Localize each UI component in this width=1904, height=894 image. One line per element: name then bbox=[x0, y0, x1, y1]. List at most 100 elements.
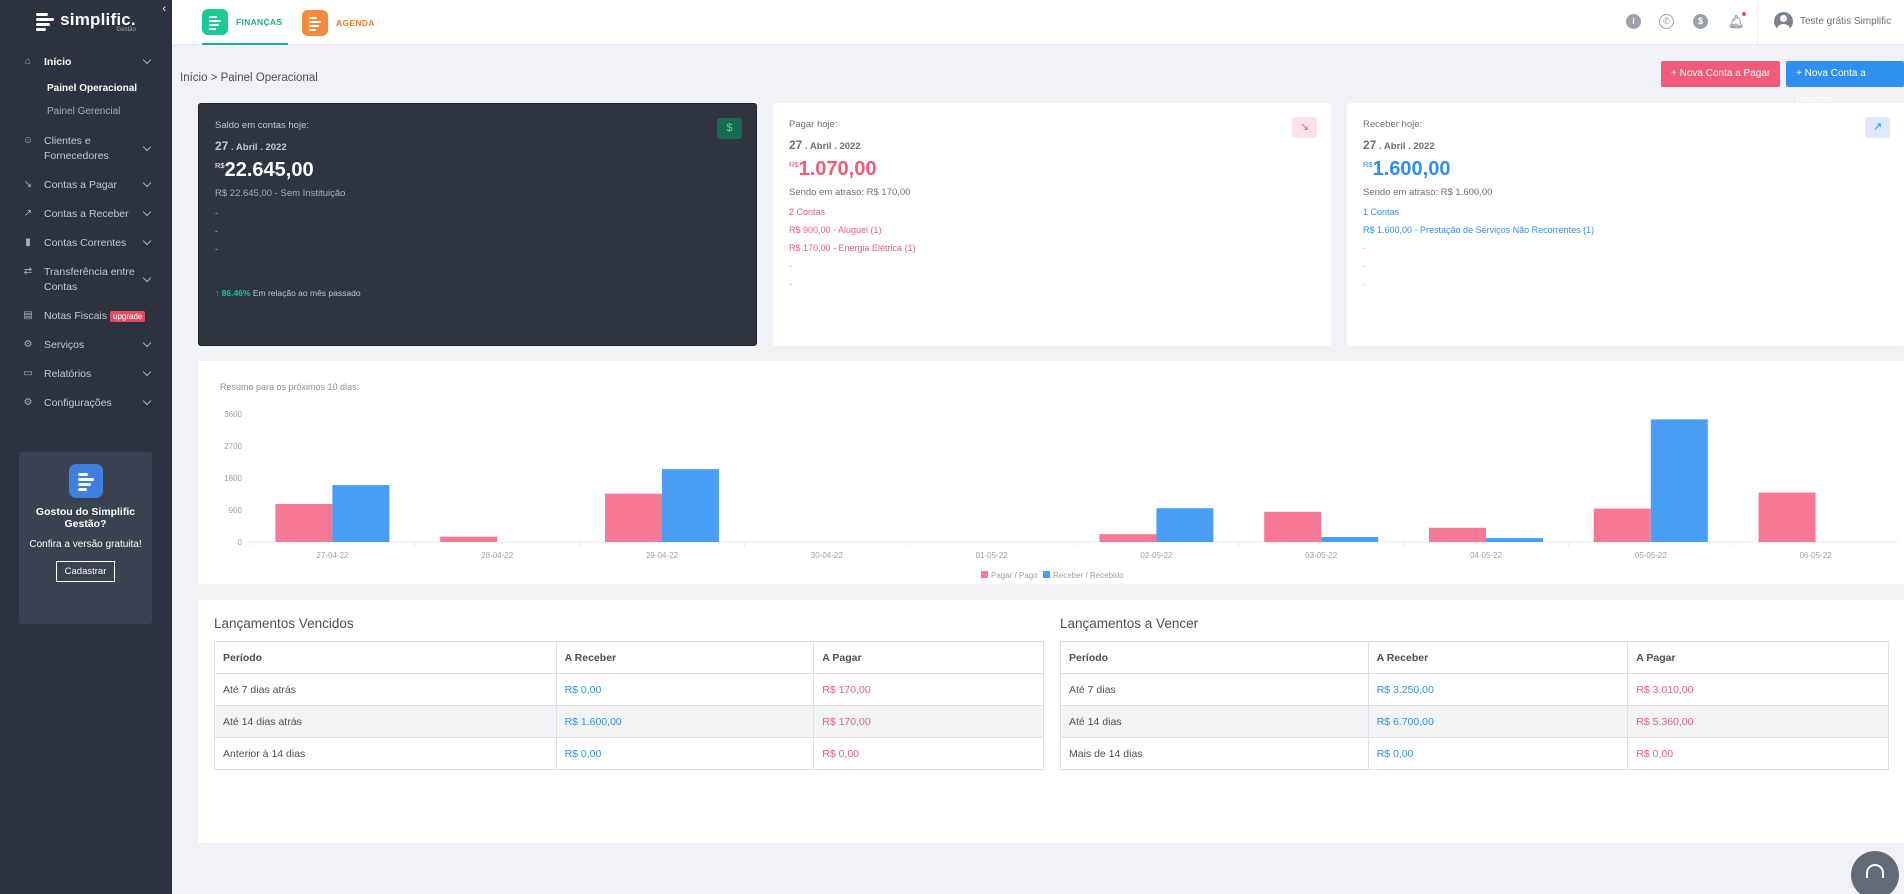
new-receivable-button[interactable]: + Nova Conta a Receber bbox=[1786, 61, 1904, 105]
vencidos-table: Período A Receber A Pagar Até 7 dias atr… bbox=[214, 641, 1044, 770]
x-tick-label: 05-05-22 bbox=[1635, 551, 1668, 560]
a-vencer-table: Período A Receber A Pagar Até 7 dias R$ … bbox=[1060, 641, 1889, 770]
tables-card: Lançamentos Vencidos Período A Receber A… bbox=[198, 600, 1904, 843]
pagar-overdue: Sendo em atraso: R$ 170,00 bbox=[789, 187, 911, 198]
period-cell: Mais de 14 dias bbox=[1060, 737, 1369, 770]
financas-app-icon bbox=[202, 8, 228, 35]
sidebar-item-inicio[interactable]: ⌂ Início bbox=[0, 48, 172, 77]
pagar-cell[interactable]: R$ 0,00 bbox=[813, 737, 1044, 770]
legend-swatch bbox=[1043, 571, 1050, 578]
sidebar-item-configuracoes[interactable]: ⚙ Configurações bbox=[0, 389, 172, 418]
trend-down-icon: ↘ bbox=[1292, 117, 1317, 138]
card-date: 27 . Abril . 2022 bbox=[1363, 138, 1435, 152]
a-vencer-title: Lançamentos a Vencer bbox=[1060, 616, 1199, 631]
dollar-icon[interactable]: $ bbox=[1693, 14, 1708, 29]
new-payable-button[interactable]: + Nova Conta a Pagar bbox=[1661, 61, 1781, 87]
sidebar-item-clientes[interactable]: ☺ Clientes e Fornecedores bbox=[0, 127, 172, 171]
users-icon: ☺ bbox=[22, 135, 34, 146]
card-line: - bbox=[1363, 243, 1366, 253]
column-header: Período bbox=[214, 641, 557, 674]
sidebar-item-transferencia[interactable]: ⇄ Transferência entre Contas bbox=[0, 258, 172, 302]
promo-box: Gostou do Simplific Gestão? Confira a ve… bbox=[19, 452, 152, 624]
sidebar-item-servicos[interactable]: ⚙ Serviços bbox=[0, 331, 172, 360]
sidebar-item-label: Configurações bbox=[44, 397, 112, 409]
top-bar: FINANÇAS AGENDA i ✆ $ 🔔︎ Teste grátis Si… bbox=[172, 0, 1904, 45]
pagar-cell[interactable]: R$ 3.010,00 bbox=[1627, 673, 1889, 706]
receber-cell[interactable]: R$ 0,00 bbox=[1367, 737, 1629, 770]
tab-agenda[interactable]: AGENDA bbox=[302, 0, 375, 45]
x-tick-label: 06-05-22 bbox=[1800, 551, 1833, 560]
receber-count[interactable]: 1 Contas bbox=[1363, 207, 1400, 217]
simplific-logo-icon bbox=[36, 12, 55, 31]
sidebar-subitem-painel-operacional[interactable]: Painel Operacional bbox=[47, 83, 138, 94]
receber-amount: R$1.600,00 bbox=[1363, 158, 1451, 180]
upgrade-badge[interactable]: upgrade bbox=[110, 311, 146, 322]
receber-cell[interactable]: R$ 1.600,00 bbox=[555, 705, 815, 738]
sidebar-item-label: Início bbox=[44, 56, 72, 68]
collapse-sidebar-icon[interactable]: ‹ bbox=[162, 3, 166, 15]
pagar-item[interactable]: R$ 900,00 - Aluguel (1) bbox=[789, 225, 882, 235]
sidebar-item-relatorios[interactable]: ▭ Relatórios bbox=[0, 360, 172, 389]
saldo-amount: R$22.645,00 bbox=[215, 159, 314, 181]
tab-financas[interactable]: FINANÇAS bbox=[202, 0, 289, 45]
pagar-cell[interactable]: R$ 170,00 bbox=[813, 705, 1044, 738]
pagar-count[interactable]: 2 Contas bbox=[789, 207, 826, 217]
bar-pagar bbox=[1099, 534, 1157, 542]
chart-card: Resumo para os próximos 10 dias: 0 900 180… bbox=[198, 361, 1904, 584]
sidebar-item-notas-fiscais[interactable]: ▤ Notas Fiscais upgrade bbox=[0, 302, 172, 331]
sidebar-item-label: Relatórios bbox=[44, 368, 92, 380]
bar-chart: 0 900 1800 2700 3600 27-04-22 28-04-22 29-04-22… bbox=[224, 410, 1898, 580]
bar-pagar bbox=[1593, 508, 1651, 542]
x-tick-label: 01-05-22 bbox=[976, 551, 1009, 560]
pagar-cell[interactable]: R$ 170,00 bbox=[813, 673, 1044, 706]
sidebar: simplific. Gestão ‹ ⌂ Início Painel Oper… bbox=[0, 0, 172, 894]
table-header-row: Período A Receber A Pagar bbox=[1060, 641, 1889, 674]
card-line: - bbox=[1363, 261, 1366, 271]
receber-cell[interactable]: R$ 0,00 bbox=[555, 673, 815, 706]
y-tick-label: 0 bbox=[238, 538, 243, 547]
receber-cell[interactable]: R$ 0,00 bbox=[555, 737, 815, 770]
card-line: - bbox=[789, 261, 792, 271]
pagar-cell[interactable]: R$ 0,00 bbox=[1627, 737, 1889, 770]
bar-receber bbox=[1321, 537, 1379, 542]
x-tick-label: 30-04-22 bbox=[811, 551, 844, 560]
brand-logo[interactable]: simplific. Gestão bbox=[0, 0, 172, 42]
info-icon[interactable]: i bbox=[1626, 14, 1641, 29]
column-header: A Receber bbox=[1367, 641, 1629, 674]
legend-swatch bbox=[981, 571, 988, 578]
saldo-detail: R$ 22.645,00 - Sem Instituição bbox=[215, 188, 346, 199]
sidebar-item-contas-receber[interactable]: ↗ Contas a Receber bbox=[0, 200, 172, 229]
table-header-row: Período A Receber A Pagar bbox=[214, 641, 1044, 674]
receber-cell[interactable]: R$ 3.250,00 bbox=[1367, 673, 1629, 706]
bar-receber bbox=[1486, 538, 1543, 542]
pagar-cell[interactable]: R$ 5.360,00 bbox=[1627, 705, 1889, 738]
sidebar-subitem-painel-gerencial[interactable]: Painel Gerencial bbox=[47, 106, 121, 117]
trend-down-icon: ↘ bbox=[23, 179, 33, 190]
y-tick-label: 1800 bbox=[224, 474, 242, 483]
transfer-icon: ⇄ bbox=[23, 266, 33, 277]
sidebar-nav: ⌂ Início Painel Operacional Painel Geren… bbox=[0, 48, 172, 418]
whatsapp-icon[interactable]: ✆ bbox=[1659, 14, 1674, 29]
receber-cell[interactable]: R$ 6.700,00 bbox=[1367, 705, 1629, 738]
column-header: A Pagar bbox=[1627, 641, 1889, 674]
bell-icon[interactable]: 🔔︎ bbox=[1728, 12, 1746, 29]
bar-pagar bbox=[1429, 527, 1486, 542]
chart-title: Resumo para os próximos 10 dias: bbox=[220, 382, 360, 392]
period-cell: Até 7 dias atrás bbox=[214, 673, 557, 706]
card-line: - bbox=[215, 226, 218, 236]
receber-item[interactable]: R$ 1.600,00 - Prestação de Serviços Não … bbox=[1363, 225, 1595, 235]
period-cell: Até 7 dias bbox=[1060, 673, 1369, 706]
pagar-item[interactable]: R$ 170,00 - Energia Elétrica (1) bbox=[789, 243, 916, 253]
help-headset-icon[interactable] bbox=[1851, 851, 1899, 894]
vencidos-title: Lançamentos Vencidos bbox=[214, 616, 354, 631]
cadastrar-button[interactable]: Cadastrar bbox=[55, 561, 116, 582]
sidebar-item-contas-correntes[interactable]: ▮ Contas Correntes bbox=[0, 229, 172, 258]
legend-label: Receber / Recebido bbox=[1053, 571, 1124, 580]
column-header: A Receber bbox=[555, 641, 815, 674]
sidebar-item-label: Contas a Pagar bbox=[44, 179, 117, 191]
promo-text: Confira a versão gratuita! bbox=[29, 539, 142, 550]
period-cell: Anterior à 14 dias bbox=[214, 737, 557, 770]
sidebar-item-contas-pagar[interactable]: ↘ Contas a Pagar bbox=[0, 171, 172, 200]
breadcrumb: Início > Painel Operacional bbox=[180, 72, 318, 84]
user-menu[interactable]: Teste grátis Simplific bbox=[1774, 12, 1891, 31]
